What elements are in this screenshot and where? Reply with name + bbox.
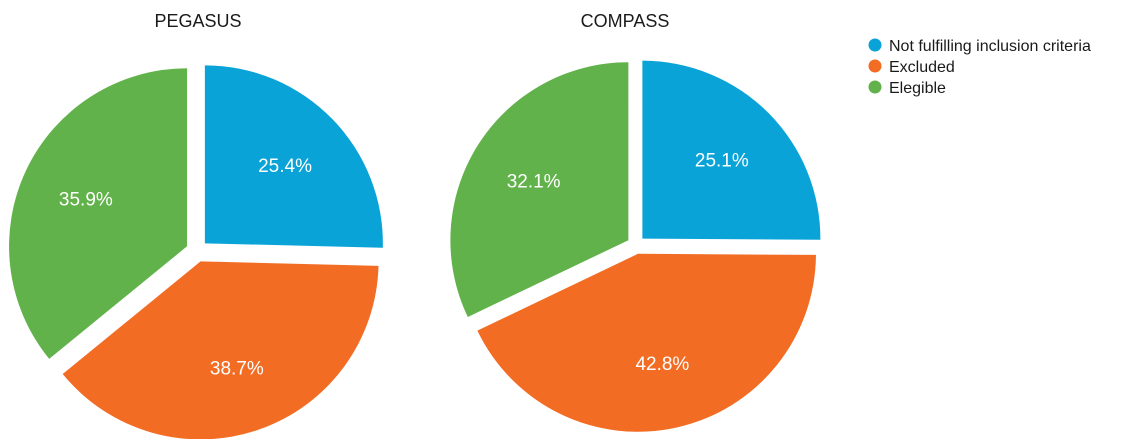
pie-slice-compass-excluded: [477, 253, 816, 432]
pie-chart-pegasus: PEGASUS 25.4% 38.7% 35.9%: [9, 11, 383, 439]
legend-label-not-fulfilling: Not fulfilling inclusion criteria: [889, 38, 1091, 55]
slice-label-compass-not-fulfilling: 25.1%: [695, 151, 749, 172]
slice-label-pegasus-elegible: 35.9%: [59, 189, 113, 210]
pie-chart-compass: COMPASS 25.1% 42.8% 32.1%: [450, 11, 821, 432]
legend: Not fulfilling inclusion criteria Exclud…: [868, 38, 1091, 97]
pie-slice-compass-not-fulfilling: [642, 60, 821, 240]
legend-label-elegible: Elegible: [889, 80, 946, 97]
legend-marker-elegible: [868, 80, 882, 94]
slice-label-compass-elegible: 32.1%: [507, 171, 561, 192]
pie-slice-pegasus-excluded: [62, 261, 379, 439]
legend-marker-not-fulfilling: [868, 38, 882, 52]
slice-label-compass-excluded: 42.8%: [635, 354, 689, 375]
chart-title-compass: COMPASS: [581, 11, 670, 31]
pie-slice-pegasus-elegible: [9, 68, 188, 359]
chart-title-pegasus: PEGASUS: [154, 11, 241, 31]
pie-slice-compass-elegible: [450, 62, 629, 318]
slice-label-pegasus-excluded: 38.7%: [210, 358, 264, 379]
legend-label-excluded: Excluded: [889, 59, 955, 76]
legend-marker-excluded: [868, 59, 882, 73]
pie-slice-pegasus-not-fulfilling: [204, 65, 383, 248]
slice-label-pegasus-not-fulfilling: 25.4%: [258, 156, 312, 177]
